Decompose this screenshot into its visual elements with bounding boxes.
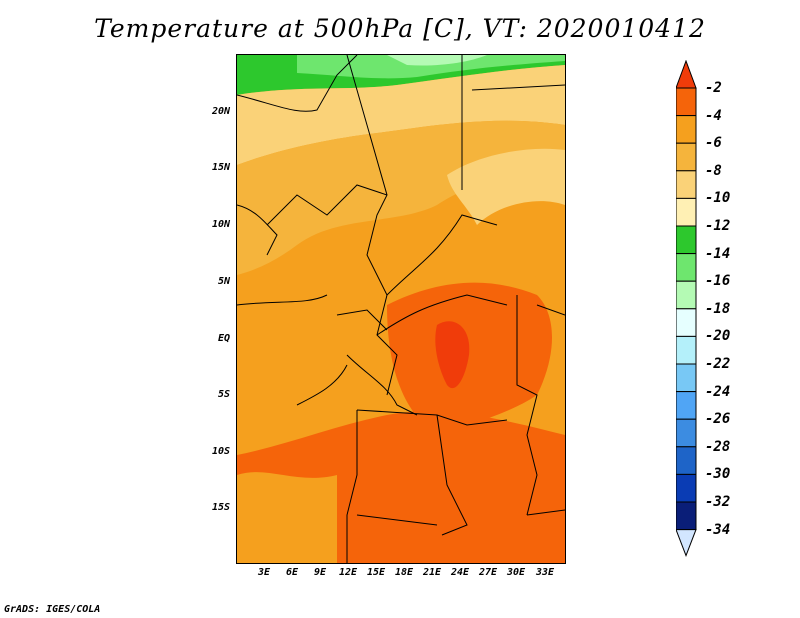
colorbar-segment: [676, 418, 697, 448]
x-tick-label: 27E: [478, 567, 498, 578]
colorbar-top-arrow: [676, 60, 697, 89]
colorbar-label: -16: [705, 273, 731, 290]
colorbar-segment: [676, 446, 697, 475]
x-tick-label: 6E: [285, 567, 299, 578]
grads-credit: GrADS: IGES/COLA: [4, 604, 101, 615]
x-tick-label: 21E: [422, 567, 442, 578]
y-tick-label: 15N: [211, 162, 230, 173]
x-tick-label: 15E: [366, 567, 386, 578]
y-tick-label: 5S: [217, 389, 230, 400]
colorbar-label: -26: [705, 411, 731, 428]
x-tick-label: 12E: [338, 567, 358, 578]
y-tick-label: 10S: [211, 446, 230, 457]
x-tick-label: 9E: [313, 567, 327, 578]
colorbar-label: -28: [705, 438, 731, 455]
colorbar-label: -12: [705, 218, 731, 234]
colorbar-label: -18: [705, 300, 731, 317]
x-tick-label: 33E: [535, 567, 555, 578]
colorbar-label: -34: [705, 521, 731, 538]
colorbar-bottom-arrow: [676, 529, 697, 557]
x-tick-label: 24E: [450, 567, 470, 578]
temperature-map: [236, 54, 566, 564]
colorbar-segment: [676, 391, 697, 420]
colorbar-segment: [676, 197, 697, 227]
colorbar-label: -4: [705, 107, 722, 124]
y-tick-label: 15S: [211, 502, 230, 513]
colorbar-graphic: [676, 60, 697, 557]
colorbar-segment: [676, 225, 697, 255]
colorbar-label: -22: [705, 356, 731, 372]
map-title: Temperature at 500hPa [C], VT: 202001041…: [94, 14, 706, 43]
colorbar-label: -2: [705, 80, 722, 96]
colorbar-segment: [676, 115, 697, 144]
colorbar-segment: [676, 308, 697, 337]
y-tick-label: EQ: [217, 333, 230, 344]
y-tick-label: 20N: [211, 106, 230, 117]
x-tick-label: 18E: [394, 567, 414, 578]
x-tick-label: 30E: [506, 567, 526, 578]
colorbar-segment: [676, 363, 697, 393]
temperature-field: [237, 55, 565, 563]
colorbar-segment: [676, 280, 697, 310]
colorbar-segment: [676, 335, 697, 365]
colorbar-label: -20: [705, 328, 731, 345]
x-tick-label: 3E: [257, 567, 271, 578]
colorbar-label: -10: [705, 190, 731, 207]
colorbar-label: -14: [705, 245, 731, 262]
colorbar-segment: [676, 473, 697, 503]
colorbar-label: -30: [705, 466, 731, 483]
colorbar-label: -24: [705, 383, 731, 400]
colorbar-label: -32: [705, 494, 731, 510]
colorbar-segment: [676, 87, 697, 117]
y-tick-label: 10N: [211, 219, 230, 230]
colorbar-segment: [676, 142, 697, 172]
colorbar-segment: [676, 253, 697, 282]
colorbar-label: -8: [705, 162, 722, 179]
colorbar-segment: [676, 501, 697, 531]
y-tick-label: 5N: [217, 276, 230, 287]
colorbar-segment: [676, 170, 697, 199]
colorbar-label: -6: [705, 135, 722, 152]
